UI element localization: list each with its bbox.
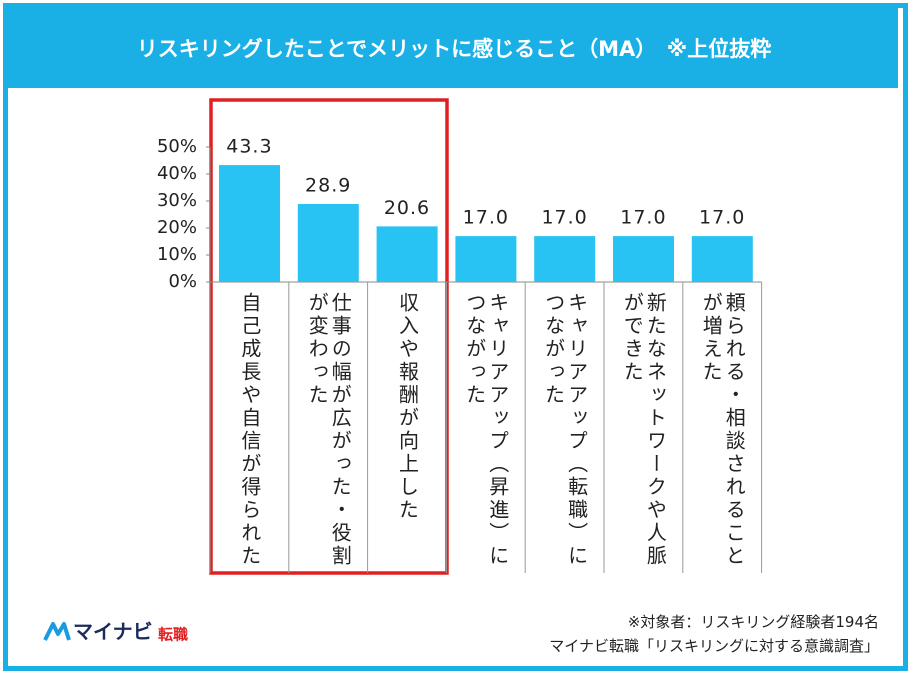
- x-tick-label: 頼られる・相談されることが増えた: [699, 292, 747, 568]
- data-label: 17.0: [620, 207, 666, 229]
- bar: [297, 203, 359, 282]
- y-tick-label: 20%: [157, 217, 197, 238]
- y-tick-label: 50%: [157, 136, 197, 157]
- x-tick-label: 収入や報酬が向上した: [395, 292, 420, 522]
- bar: [376, 226, 438, 282]
- x-tick-label-box: 自己成長や自信が得られた: [210, 292, 289, 572]
- y-tick-label: 10%: [157, 244, 197, 265]
- logo-icon: [43, 622, 71, 641]
- header-band: [8, 8, 898, 88]
- data-label: 20.6: [384, 197, 430, 219]
- data-label: 43.3: [226, 136, 272, 158]
- chart-title: リスキリングしたことでメリットに感じること（MA） ※上位抜粋: [137, 37, 771, 61]
- bar: [219, 165, 280, 282]
- data-label: 17.0: [699, 207, 745, 229]
- x-tick-label-box: 収入や報酬が向上した: [368, 292, 447, 572]
- footnote: マイナビ転職「リスキリングに対する意識調査」: [549, 637, 879, 655]
- x-tick-label-box: キャリアアップ（転職）につながった: [525, 292, 604, 572]
- x-tick-label-box: 仕事の幅が広がった・役割が変わった: [289, 292, 368, 572]
- frame: [3, 3, 908, 671]
- data-label: 17.0: [541, 207, 587, 229]
- highlight-box: [209, 98, 449, 575]
- x-tick-label: 自己成長や自信が得られた: [237, 292, 262, 568]
- logo-text: マイナビ: [73, 620, 153, 644]
- x-tick-label: 新たなネットワークや人脈ができた: [620, 292, 668, 568]
- data-label: 17.0: [463, 207, 509, 229]
- x-tick-label-box: 頼られる・相談されることが増えた: [683, 292, 762, 572]
- bar: [455, 236, 517, 282]
- footnote: ※対象者：リスキリング経験者194名: [627, 613, 879, 631]
- logo-accent: 転職: [158, 626, 188, 644]
- x-tick-label: キャリアアップ（転職）につながった: [541, 292, 589, 568]
- x-tick-label-box: キャリアアップ（昇進）につながった: [446, 292, 525, 572]
- y-tick-label: 30%: [157, 190, 197, 211]
- bar: [691, 236, 753, 282]
- x-tick-label-box: 新たなネットワークや人脈ができた: [604, 292, 683, 572]
- bar: [534, 236, 596, 282]
- y-tick-label: 40%: [157, 163, 197, 184]
- y-tick-label: 0%: [168, 271, 197, 292]
- bar: [613, 236, 674, 282]
- x-tick-label: 仕事の幅が広がった・役割が変わった: [305, 292, 353, 568]
- x-tick-label: キャリアアップ（昇進）につながった: [462, 292, 510, 568]
- data-label: 28.9: [305, 174, 351, 196]
